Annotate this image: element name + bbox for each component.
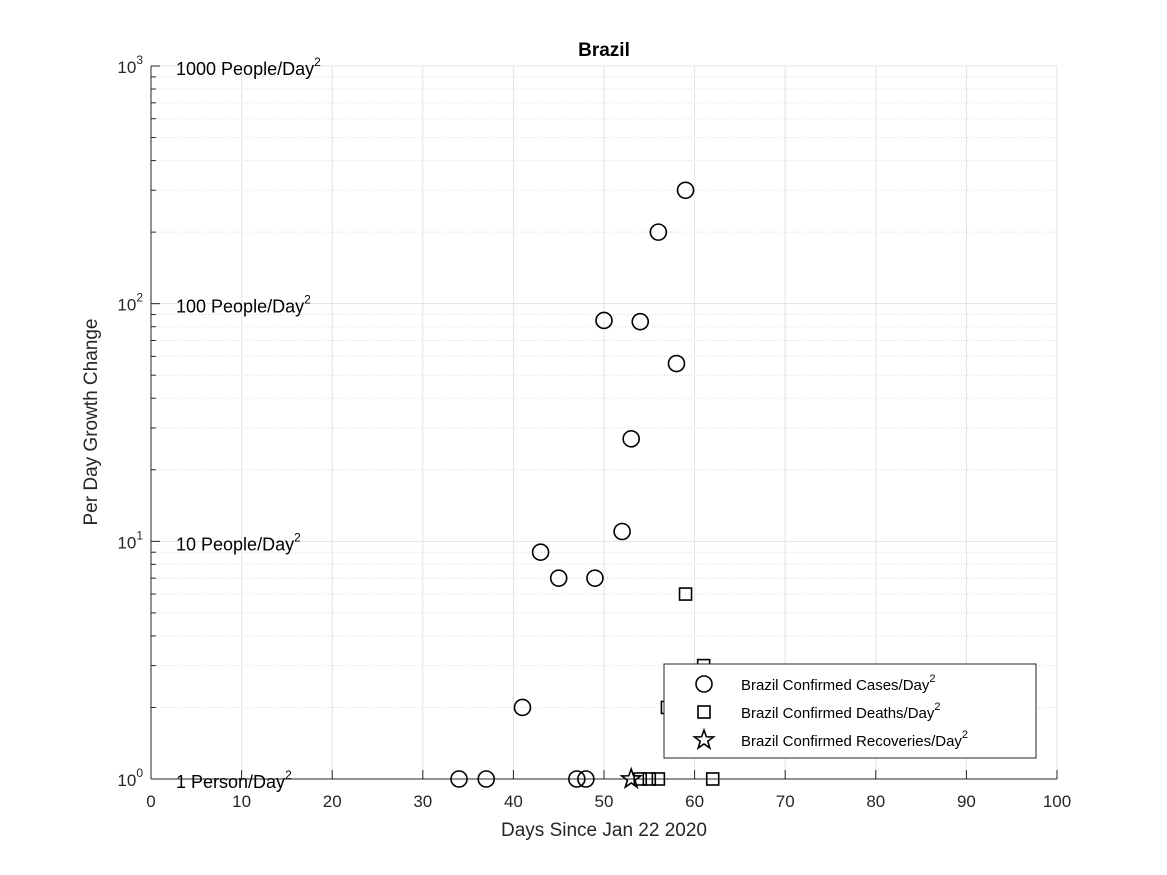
- x-tick-label: 50: [595, 792, 614, 811]
- annotation-label: 1000 People/Day2: [176, 55, 321, 79]
- x-tick-label: 90: [957, 792, 976, 811]
- legend-entry-label: Brazil Confirmed Cases/Day2: [741, 673, 936, 694]
- circle-data-point: [595, 311, 613, 330]
- axes: [150, 65, 1058, 780]
- y-tick-label: 103: [117, 53, 143, 77]
- x-tick-label: 60: [685, 792, 704, 811]
- x-tick-label: 70: [776, 792, 795, 811]
- legend-square-marker: [697, 705, 711, 719]
- circle-data-point: [613, 522, 631, 541]
- x-tick-label: 40: [504, 792, 523, 811]
- square-data-point: [642, 772, 657, 786]
- data-markers: [450, 181, 720, 790]
- circle-data-point: [676, 181, 695, 200]
- square-data-point: [651, 772, 666, 786]
- legend: Brazil Confirmed Cases/Day2 Brazil Confir…: [663, 663, 1037, 759]
- circle-data-point: [586, 569, 604, 587]
- x-tick-label: 20: [323, 792, 342, 811]
- annotation-label: 1 Person/Day2: [176, 768, 292, 792]
- x-tick-labels: 0 10 20 30 40 50 60 70 80 90 100: [146, 792, 1071, 811]
- circle-data-point: [549, 569, 568, 587]
- circle-data-point: [513, 698, 532, 717]
- circle-data-point: [531, 543, 550, 562]
- annotations: 1 Person/Day2 10 People/Day2 100 People/Da…: [176, 55, 321, 792]
- chart-title: Brazil: [578, 40, 630, 61]
- circle-data-point: [631, 312, 650, 331]
- x-tick-label: 0: [146, 792, 155, 811]
- y-tick-label: 102: [117, 291, 143, 315]
- square-data-point: [678, 587, 693, 601]
- y-tick-labels: 100 101 102 103: [117, 53, 143, 790]
- legend-entry-label: Brazil Confirmed Recoveries/Day2: [741, 729, 968, 750]
- circle-data-point: [577, 770, 595, 788]
- x-tick-label: 80: [866, 792, 885, 811]
- x-axis-label: Days Since Jan 22 2020: [501, 820, 707, 841]
- square-data-point: [705, 772, 720, 786]
- circle-data-point: [667, 354, 686, 373]
- y-tick-label: 101: [117, 528, 143, 552]
- x-tick-label: 10: [232, 792, 251, 811]
- star-data-point: [619, 766, 644, 790]
- circle-data-point: [477, 770, 496, 788]
- square-data-point: [633, 772, 648, 786]
- y-tick-label: 100: [117, 766, 143, 790]
- annotation-label: 10 People/Day2: [176, 530, 301, 554]
- circle-data-point: [622, 430, 640, 448]
- legend-circle-marker: [695, 675, 713, 693]
- x-tick-label: 100: [1043, 792, 1071, 811]
- legend-star-marker: [692, 727, 716, 751]
- circle-data-point: [568, 770, 586, 788]
- legend-entry-label: Brazil Confirmed Deaths/Day2: [741, 701, 941, 722]
- y-axis-label: Per Day Growth Change: [81, 319, 102, 526]
- circle-data-point: [649, 223, 668, 241]
- legend-box: [663, 663, 1037, 759]
- x-tick-label: 30: [413, 792, 432, 811]
- circle-data-point: [450, 770, 468, 788]
- annotation-label: 100 People/Day2: [176, 293, 311, 317]
